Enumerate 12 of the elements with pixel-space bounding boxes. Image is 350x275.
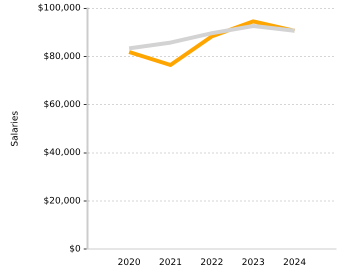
x-tick-label: 2024 [283, 258, 306, 268]
x-tick-label: 2021 [159, 258, 182, 268]
y-tick-label: $40,000 [44, 148, 82, 158]
y-tick-label: $20,000 [44, 196, 82, 206]
y-tick-label: $0 [69, 244, 82, 255]
y-tick-label: $60,000 [44, 100, 82, 110]
y-tick-label: $80,000 [44, 52, 82, 62]
x-tick-label: 2022 [200, 258, 224, 268]
y-axis-title: Salaries [10, 110, 21, 147]
y-tick-label: $100,000 [38, 4, 82, 14]
x-tick-label: 2023 [242, 258, 265, 268]
x-tick-label: 2020 [118, 258, 141, 268]
